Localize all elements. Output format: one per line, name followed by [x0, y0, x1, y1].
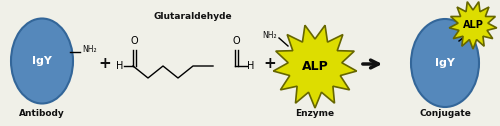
- Text: +: +: [98, 55, 112, 71]
- Text: ALP: ALP: [302, 59, 328, 72]
- Text: Glutaraldehyde: Glutaraldehyde: [154, 12, 232, 21]
- Text: Enzyme: Enzyme: [296, 109, 335, 118]
- Text: O: O: [130, 36, 138, 46]
- Text: ALP: ALP: [462, 20, 483, 30]
- Polygon shape: [274, 25, 356, 108]
- Text: +: +: [264, 55, 276, 71]
- Text: NH₂: NH₂: [82, 45, 96, 55]
- Text: IgY: IgY: [435, 58, 455, 68]
- Text: IgY: IgY: [32, 56, 52, 66]
- Ellipse shape: [411, 19, 479, 107]
- Text: H: H: [248, 61, 254, 71]
- Text: NH₂: NH₂: [262, 30, 277, 39]
- Text: Conjugate: Conjugate: [419, 109, 471, 118]
- Ellipse shape: [11, 19, 73, 103]
- Text: Antibody: Antibody: [19, 109, 65, 118]
- Text: O: O: [232, 36, 240, 46]
- Polygon shape: [449, 2, 497, 49]
- Text: H: H: [116, 61, 123, 71]
